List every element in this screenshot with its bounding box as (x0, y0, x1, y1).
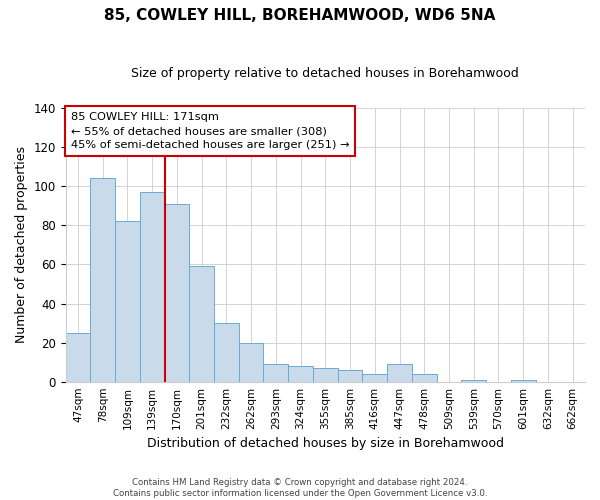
Bar (140, 192, 164, 382)
Bar (412, 374, 437, 382)
Bar (91, 178, 115, 382)
Bar (214, 323, 239, 382)
Bar (190, 266, 214, 382)
Bar (65, 333, 91, 382)
Text: Contains HM Land Registry data © Crown copyright and database right 2024.
Contai: Contains HM Land Registry data © Crown c… (113, 478, 487, 498)
Bar (338, 370, 362, 382)
Bar (461, 380, 486, 382)
Bar (263, 364, 288, 382)
Bar (288, 366, 313, 382)
Bar (164, 204, 190, 382)
Bar (511, 380, 536, 382)
Bar (115, 222, 140, 382)
Title: Size of property relative to detached houses in Borehamwood: Size of property relative to detached ho… (131, 68, 519, 80)
Text: 85 COWLEY HILL: 171sqm
← 55% of detached houses are smaller (308)
45% of semi-de: 85 COWLEY HILL: 171sqm ← 55% of detached… (71, 112, 349, 150)
Text: 85, COWLEY HILL, BOREHAMWOOD, WD6 5NA: 85, COWLEY HILL, BOREHAMWOOD, WD6 5NA (104, 8, 496, 22)
X-axis label: Distribution of detached houses by size in Borehamwood: Distribution of detached houses by size … (147, 437, 504, 450)
Bar (313, 368, 338, 382)
Bar (239, 342, 263, 382)
Bar (362, 374, 387, 382)
Y-axis label: Number of detached properties: Number of detached properties (15, 146, 28, 344)
Bar (387, 364, 412, 382)
